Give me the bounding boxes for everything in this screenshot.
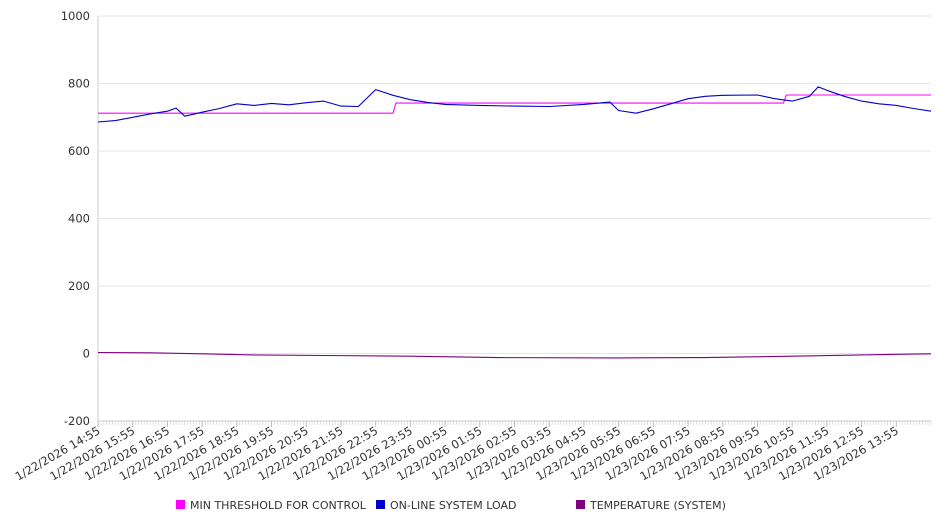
y-tick-label: 400 — [68, 212, 90, 226]
legend-swatch — [576, 500, 585, 509]
y-tick-label: -200 — [64, 414, 90, 428]
y-tick-label: 800 — [68, 77, 90, 91]
legend-label: ON-LINE SYSTEM LOAD — [390, 499, 516, 512]
legend-swatch — [376, 500, 385, 509]
y-tick-label: 0 — [83, 347, 90, 361]
series-lines — [97, 86, 932, 359]
series-line-2 — [97, 86, 932, 123]
legend-label: MIN THRESHOLD FOR CONTROL — [190, 499, 367, 512]
legend-label: TEMPERATURE (SYSTEM) — [589, 499, 726, 512]
y-tick-label: 600 — [68, 144, 90, 158]
y-tick-label: 1000 — [61, 9, 90, 23]
y-tick-label: 200 — [68, 279, 90, 293]
legend-swatch — [176, 500, 185, 509]
series-line-3 — [97, 351, 932, 359]
grid — [98, 15, 931, 422]
legend: MIN THRESHOLD FOR CONTROL ON-LINE SYSTEM … — [176, 499, 726, 512]
